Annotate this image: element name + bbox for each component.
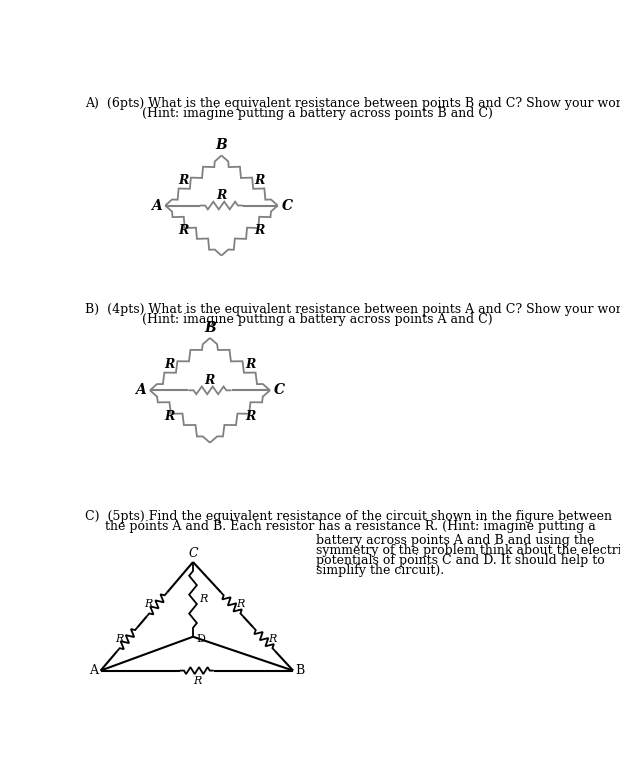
Text: (Hint: imagine putting a battery across points A and C): (Hint: imagine putting a battery across …	[143, 314, 493, 327]
Text: A)  (6pts) What is the equivalent resistance between points B and C? Show your w: A) (6pts) What is the equivalent resista…	[85, 97, 620, 110]
Text: simplify the circuit).: simplify the circuit).	[316, 565, 445, 578]
Text: C: C	[188, 547, 198, 560]
Text: B)  (4pts) What is the equivalent resistance between points A and C? Show your w: B) (4pts) What is the equivalent resista…	[85, 304, 620, 317]
Text: A: A	[89, 664, 98, 677]
Text: R: R	[193, 675, 201, 686]
Text: B: B	[216, 138, 228, 153]
Text: R: R	[236, 600, 245, 610]
Text: R: R	[199, 594, 207, 604]
Text: B: B	[295, 664, 304, 677]
Text: the points A and B. Each resistor has a resistance R. (Hint: imagine putting a: the points A and B. Each resistor has a …	[85, 520, 596, 533]
Text: A: A	[135, 383, 146, 398]
Text: R: R	[245, 358, 255, 371]
Text: battery across points A and B and using the: battery across points A and B and using …	[316, 534, 595, 547]
Text: R: R	[254, 174, 265, 187]
Text: A: A	[151, 198, 161, 213]
Text: R: R	[205, 374, 215, 387]
Text: R: R	[115, 634, 123, 644]
Text: C: C	[274, 383, 285, 398]
Text: (Hint: imagine putting a battery across points B and C): (Hint: imagine putting a battery across …	[143, 107, 493, 120]
Text: R: R	[245, 410, 255, 423]
Text: B: B	[204, 321, 216, 335]
Text: R: R	[165, 358, 175, 371]
Text: R: R	[268, 634, 277, 644]
Text: C)  (5pts) Find the equivalent resistance of the circuit shown in the figure bet: C) (5pts) Find the equivalent resistance…	[85, 510, 612, 523]
Text: symmetry of the problem think about the electric: symmetry of the problem think about the …	[316, 544, 620, 557]
Text: R: R	[178, 174, 188, 187]
Text: C: C	[281, 198, 293, 213]
Text: D: D	[197, 634, 205, 644]
Text: R: R	[144, 600, 153, 610]
Text: R: R	[216, 189, 227, 202]
Text: R: R	[165, 410, 175, 423]
Text: R: R	[254, 224, 265, 237]
Text: potentials of points C and D. It should help to: potentials of points C and D. It should …	[316, 555, 605, 568]
Text: R: R	[178, 224, 188, 237]
